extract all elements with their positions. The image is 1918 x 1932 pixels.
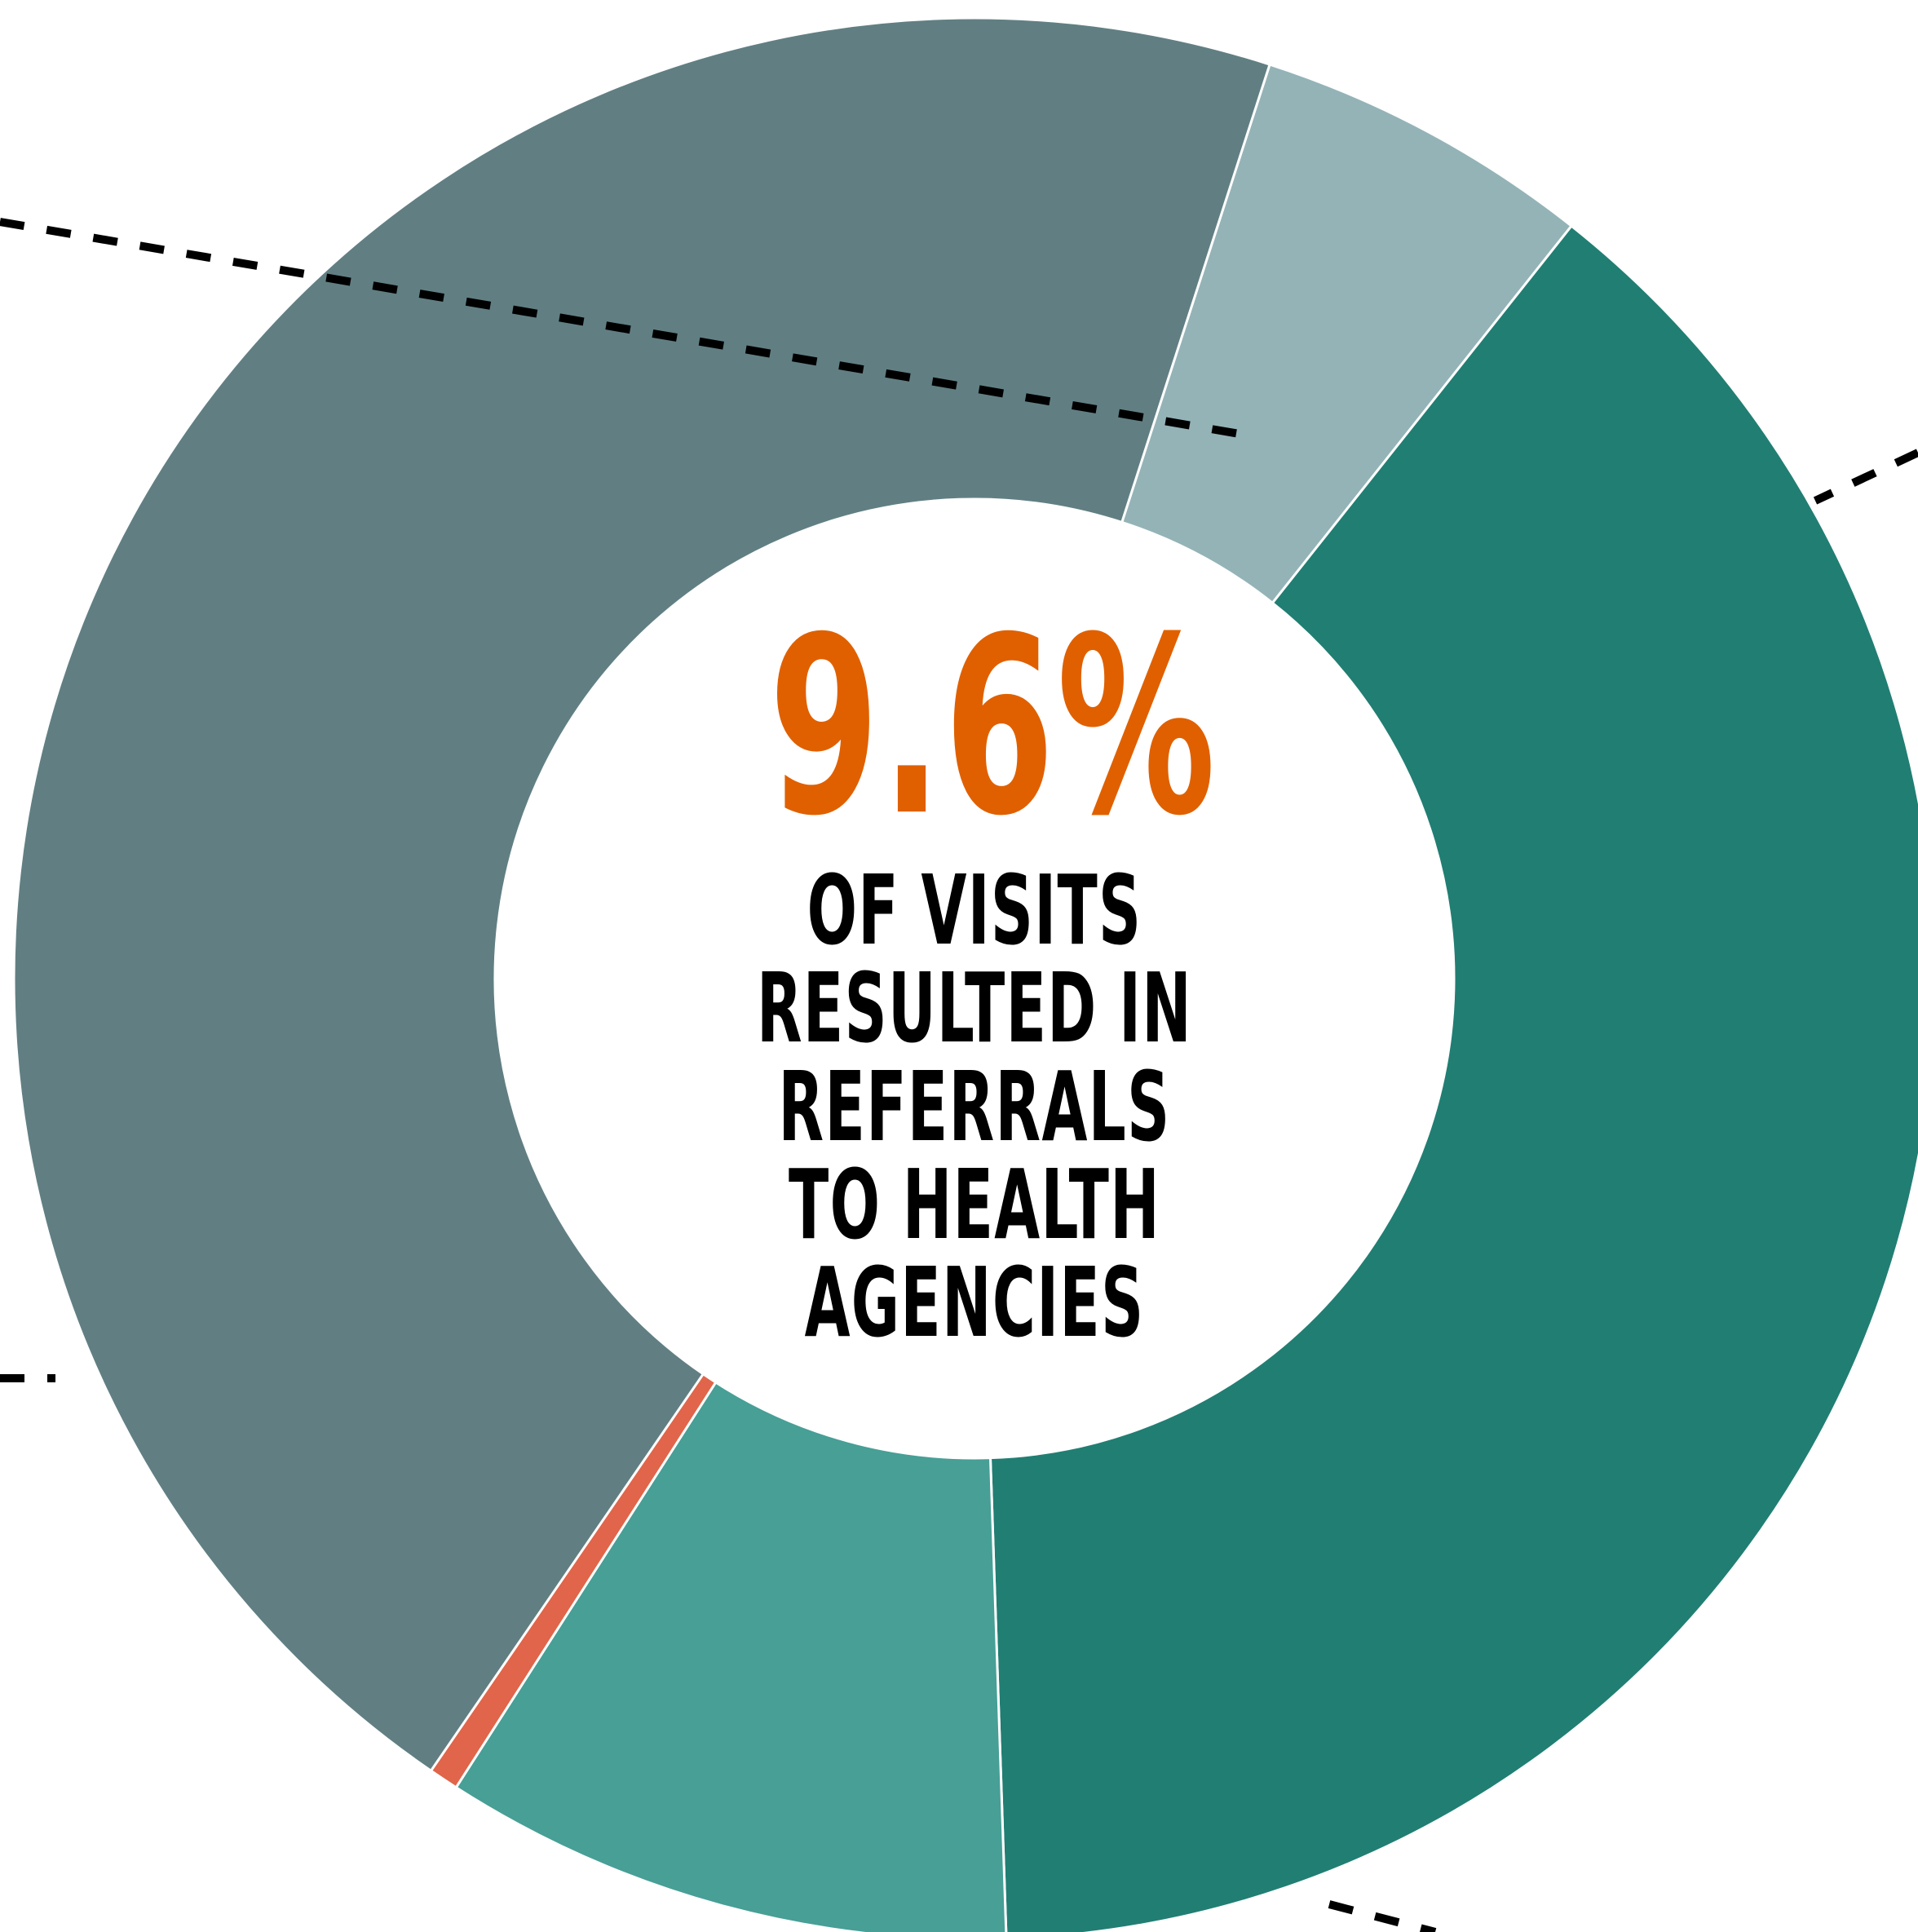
leader-lines bbox=[0, 218, 1918, 1932]
leader-line bbox=[1813, 449, 1918, 505]
donut-slice-5 bbox=[12, 16, 1271, 1773]
leader-line bbox=[1328, 1900, 1437, 1932]
center-headline: 9.6% bbox=[769, 585, 1218, 870]
donut-slice-3 bbox=[454, 1380, 1008, 1932]
center-subtext: OF VISITS RESULTED IN REFERRALS TO HEALT… bbox=[756, 854, 1193, 1359]
donut-slices bbox=[12, 16, 1918, 1932]
donut-slice-2 bbox=[988, 223, 1918, 1932]
center-label: 9.6% OF VISITS RESULTED IN REFERRALS TO … bbox=[689, 605, 1260, 1352]
leader-line bbox=[0, 218, 1240, 438]
